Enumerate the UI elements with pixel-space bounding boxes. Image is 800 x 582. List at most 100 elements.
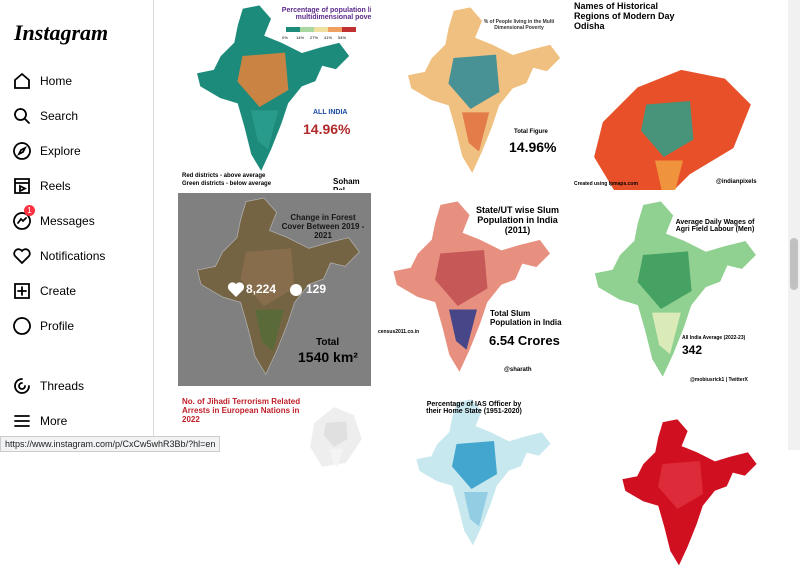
tile-text: Created using Ipmaps.com — [574, 181, 638, 187]
map — [392, 200, 551, 374]
nav-label: Explore — [40, 144, 81, 158]
post-tile[interactable]: Average Daily Wages of Agri Field Labour… — [570, 193, 763, 386]
nav-label: Messages — [40, 214, 95, 228]
tile-text: State/UT wise Slum Population in India (… — [475, 205, 560, 235]
post-tile[interactable]: % of People living in the Multi Dimensio… — [374, 0, 567, 190]
tile-graphic — [407, 6, 562, 175]
legend-label: 54% — [338, 35, 347, 40]
logo[interactable]: Instagram — [14, 20, 109, 45]
post-tile[interactable]: Percentage of population living in multi… — [178, 0, 371, 190]
post-tile[interactable] — [570, 389, 763, 582]
map-region — [449, 309, 477, 350]
tile-graphic — [593, 69, 752, 190]
nav-label: Home — [40, 74, 73, 88]
tile-graphic — [196, 4, 356, 173]
icon-shape — [13, 142, 31, 160]
legend-swatch — [300, 27, 314, 32]
nav-item[interactable]: Threads — [12, 374, 84, 398]
map — [593, 69, 752, 190]
overlay-icons — [227, 282, 302, 297]
nav-item[interactable]: Create — [12, 279, 76, 303]
map-region — [237, 52, 289, 107]
tile-text: Names of Historical Regions of Modern Da… — [574, 1, 675, 31]
tile-text: Total — [316, 337, 340, 348]
tile-text: Total Figure — [514, 129, 548, 135]
nav-icon — [13, 142, 31, 160]
post-tile[interactable]: State/UT wise Slum Population in India (… — [374, 193, 567, 386]
icon-shape — [14, 378, 30, 394]
legend-label: 27% — [310, 35, 319, 40]
tile-text: All India Average (2022-23) — [682, 335, 746, 341]
nav-label: More — [40, 414, 68, 428]
tile-graphic — [415, 398, 552, 547]
nav-item[interactable]: Notifications — [12, 244, 105, 268]
map-region — [652, 312, 681, 354]
scroll-thumb[interactable] — [790, 238, 798, 290]
sidebar: Instagram Home Search Explore Reels Messages… — [0, 0, 154, 450]
nav-item[interactable]: Home — [12, 69, 72, 93]
tile-text: 342 — [682, 343, 703, 357]
nav-label: Reels — [40, 179, 71, 193]
nav-item[interactable]: Reels — [12, 174, 71, 198]
tile-graphic — [196, 197, 360, 376]
icon-shape — [14, 178, 30, 194]
tile-text: Percentage of IAS Officer by their Home … — [426, 401, 522, 415]
post-tile[interactable]: Percentage of IAS Officer by their Home … — [374, 389, 567, 582]
map — [196, 4, 351, 173]
tile-text: Soham Pal — [333, 177, 360, 190]
legend-swatch — [328, 27, 342, 32]
nav-label: Create — [40, 284, 77, 298]
page: Instagram Home Search Explore Reels Messages… — [0, 0, 800, 566]
nav-label: Threads — [40, 379, 85, 393]
map — [415, 398, 552, 547]
nav-item[interactable]: Messages 1 — [12, 205, 95, 233]
map-region — [448, 54, 500, 109]
map-region — [637, 251, 692, 309]
tile-graphic — [392, 200, 551, 374]
comment-icon — [290, 284, 302, 296]
scrollbar[interactable] — [788, 0, 800, 450]
nav-icon — [13, 317, 31, 335]
tile-text: Change in Forest Cover Between 2019 - 20… — [281, 213, 365, 240]
legend-swatch — [342, 27, 356, 32]
map-region — [251, 110, 279, 150]
nav-label: Search — [40, 109, 79, 123]
nav-label: Notifications — [40, 249, 106, 263]
nav-icon — [14, 178, 30, 194]
map-region — [655, 160, 683, 190]
tile-text: 14.96% — [303, 121, 351, 137]
tile-text: @mobiusrick1 | TwitterX — [690, 377, 748, 383]
map-region — [240, 248, 295, 306]
map — [196, 197, 360, 376]
nav-label: Profile — [40, 319, 75, 333]
tile-text: Red districts - above average — [182, 173, 266, 179]
tile-text: @indianpixels — [716, 179, 757, 185]
tile-text: census2011.co.in — [378, 329, 420, 335]
legend-swatch — [314, 27, 328, 32]
tile-text: % of People living in the Multi Dimensio… — [483, 19, 555, 31]
nav-item[interactable]: Search — [12, 104, 78, 128]
map-region — [435, 250, 488, 306]
nav-item[interactable]: More — [12, 409, 67, 433]
nav-item[interactable]: Profile — [12, 314, 74, 338]
icon-shape — [14, 283, 30, 299]
tile-text: ALL INDIA — [313, 109, 348, 116]
map — [407, 6, 562, 175]
post-tile[interactable]: Change in Forest Cover Between 2019 - 20… — [178, 193, 371, 386]
map — [309, 406, 363, 468]
legend-label: 0% — [282, 35, 288, 40]
post-tile[interactable]: Names of Historical Regions of Modern Da… — [570, 0, 763, 190]
comment-count: 129 — [306, 282, 327, 296]
nav-item[interactable]: Explore — [12, 139, 81, 163]
map-region — [462, 112, 490, 152]
post-tile[interactable]: No. of Jihadi Terrorism Related Arrests … — [178, 389, 371, 582]
nav-icon — [14, 283, 30, 299]
legend-label: 41% — [324, 35, 333, 40]
tile-graphic — [593, 200, 757, 379]
legend-swatch — [286, 27, 300, 32]
map — [593, 200, 757, 379]
nav-icon — [14, 108, 30, 124]
tile-text: 14.96% — [509, 139, 557, 155]
icon-shape — [14, 415, 30, 427]
map-region — [323, 421, 348, 447]
